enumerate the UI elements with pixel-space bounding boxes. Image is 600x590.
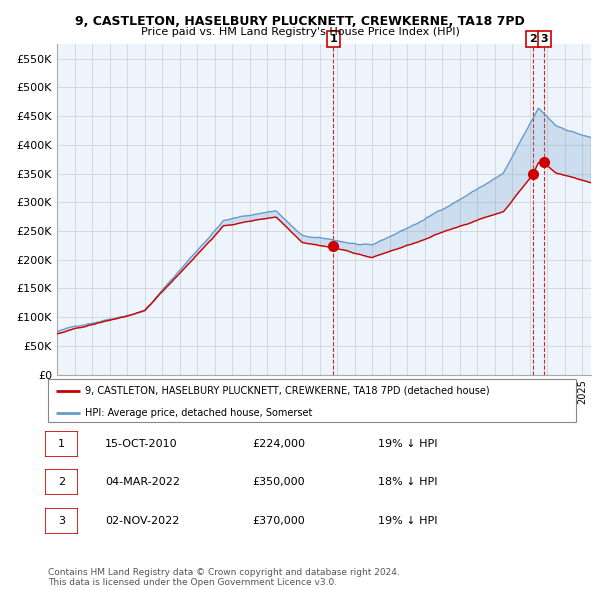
Text: 1: 1 [58, 439, 65, 449]
Text: 9, CASTLETON, HASELBURY PLUCKNETT, CREWKERNE, TA18 7PD: 9, CASTLETON, HASELBURY PLUCKNETT, CREWK… [75, 15, 525, 28]
Text: 18% ↓ HPI: 18% ↓ HPI [378, 477, 437, 487]
Text: £224,000: £224,000 [252, 439, 305, 449]
Text: 04-MAR-2022: 04-MAR-2022 [105, 477, 180, 487]
Text: Price paid vs. HM Land Registry's House Price Index (HPI): Price paid vs. HM Land Registry's House … [140, 27, 460, 37]
Text: Contains HM Land Registry data © Crown copyright and database right 2024.
This d: Contains HM Land Registry data © Crown c… [48, 568, 400, 587]
Text: 2: 2 [58, 477, 65, 487]
Text: £350,000: £350,000 [252, 477, 305, 487]
Text: 2: 2 [529, 34, 536, 44]
Text: 02-NOV-2022: 02-NOV-2022 [105, 516, 179, 526]
FancyBboxPatch shape [48, 379, 576, 422]
Text: 3: 3 [58, 516, 65, 526]
FancyBboxPatch shape [45, 507, 78, 534]
Text: HPI: Average price, detached house, Somerset: HPI: Average price, detached house, Some… [85, 408, 313, 418]
Text: 19% ↓ HPI: 19% ↓ HPI [378, 516, 437, 526]
FancyBboxPatch shape [45, 431, 78, 457]
FancyBboxPatch shape [45, 470, 78, 496]
Text: 15-OCT-2010: 15-OCT-2010 [105, 439, 178, 449]
Text: £370,000: £370,000 [252, 516, 305, 526]
Text: 3: 3 [541, 34, 548, 44]
Text: 9, CASTLETON, HASELBURY PLUCKNETT, CREWKERNE, TA18 7PD (detached house): 9, CASTLETON, HASELBURY PLUCKNETT, CREWK… [85, 386, 490, 396]
Text: 1: 1 [329, 34, 337, 44]
Text: 19% ↓ HPI: 19% ↓ HPI [378, 439, 437, 449]
